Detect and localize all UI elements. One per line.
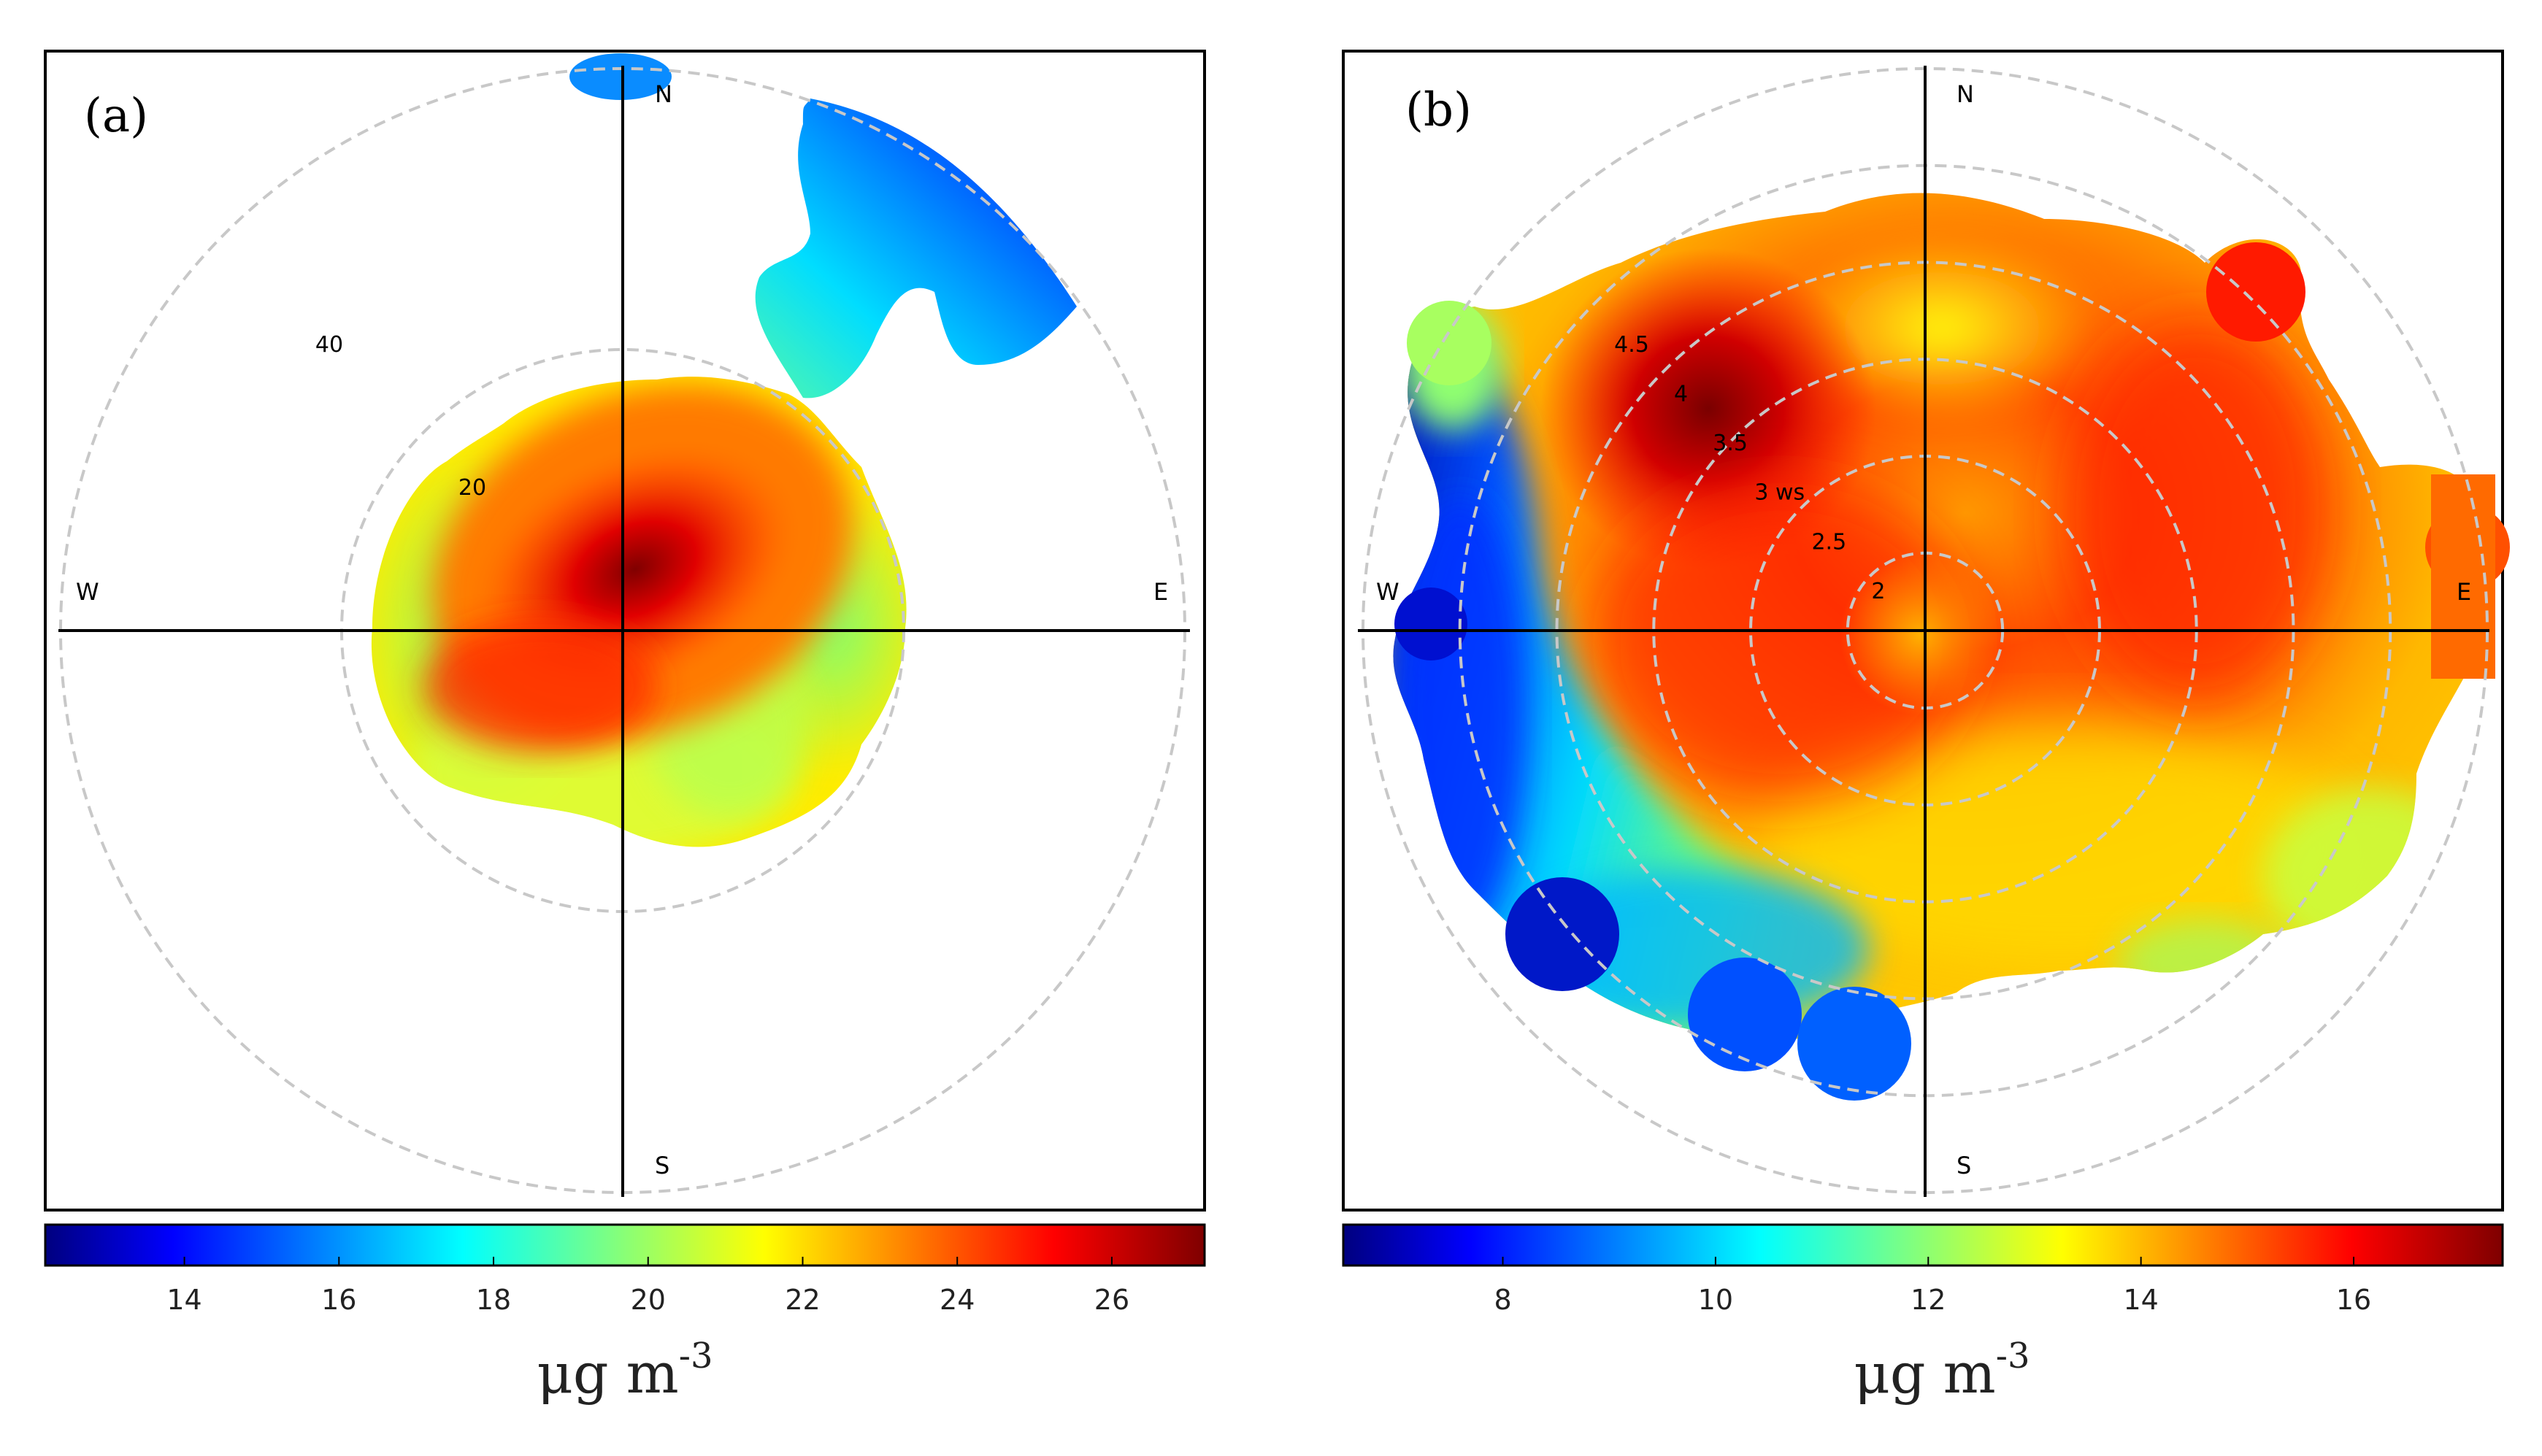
panel-a-colorbar-tick-label-4: 22 <box>785 1284 820 1316</box>
panel-b-dir-w: W <box>1376 578 1399 606</box>
panel-b-colorbar-tick-label-0: 8 <box>1494 1284 1511 1316</box>
panel-a-colorbar-tick-label-2: 18 <box>476 1284 511 1316</box>
panel-b-patch-s2 <box>1797 987 1911 1101</box>
panel-a: 20 40 (a) N S W E 14 16 18 20 22 24 26 μg m-3 <box>44 50 1206 1406</box>
panel-a-label: (a) <box>84 89 148 143</box>
panel-b-ring-label-2: 3 ws <box>1754 480 1805 506</box>
panel-a-dir-w: W <box>76 578 99 606</box>
panel-a-colorbar-tick-label-1: 16 <box>321 1284 356 1316</box>
panel-a-colorbar-tick-label-3: 20 <box>631 1284 666 1316</box>
panel-a-colorbar-tick-label-6: 26 <box>1094 1284 1129 1316</box>
panel-a-unit: μg m-3 <box>537 1336 713 1406</box>
panel-b-colorbar: 8 10 12 14 16 μg m-3 <box>1342 1223 2504 1406</box>
panel-b-patch-s1 <box>1688 958 1802 1071</box>
panel-b-patch-sw <box>1505 877 1619 991</box>
panel-a-colorbar-tick-label-0: 14 <box>166 1284 201 1316</box>
panel-b-patch-w <box>1394 588 1467 660</box>
panel-b-dir-e: E <box>2457 578 2471 606</box>
panel-a-colorbar: 14 16 18 20 22 24 26 μg m-3 <box>44 1223 1206 1406</box>
panel-b-unit: μg m-3 <box>1854 1336 2030 1406</box>
panel-a-colorbar-tick-label-5: 24 <box>940 1284 975 1316</box>
panel-b-dir-n: N <box>1957 80 1974 108</box>
panel-b-ring-label-0: 2 <box>1871 579 1885 604</box>
panel-b-ring-label-4: 4 <box>1674 382 1688 407</box>
panel-b-ring-label-5: 4.5 <box>1614 332 1649 358</box>
panel-a-ring-label-0: 20 <box>458 475 486 501</box>
panel-b-dir-s: S <box>1957 1152 1971 1179</box>
panel-b-frame <box>1342 50 2504 1212</box>
panel-b-ring-label-1: 2.5 <box>1811 529 1846 555</box>
panel-b-colorbar-bar <box>1342 1223 2504 1267</box>
panel-a-ring-label-1: 40 <box>315 332 343 358</box>
panel-a-heatmap <box>371 53 1077 847</box>
panel-a-dir-s: S <box>655 1152 669 1179</box>
panel-b-colorbar-tick-label-3: 14 <box>2123 1284 2158 1316</box>
panel-b-colorbar-tick-label-4: 16 <box>2336 1284 2371 1316</box>
panel-b: 2 2.53 ws3.5 4 4.5 (b) N S W E 8 10 12 14 16 μg… <box>1342 50 2510 1406</box>
panel-a-colorbar-bar <box>44 1223 1206 1267</box>
panel-b-ring-label-3: 3.5 <box>1713 431 1748 456</box>
panel-a-dir-n: N <box>655 80 672 108</box>
panel-b-label: (b) <box>1405 83 1472 137</box>
panel-b-colorbar-tick-label-2: 12 <box>1911 1284 1946 1316</box>
panel-b-colorbar-tick-label-1: 10 <box>1698 1284 1733 1316</box>
panel-b-patch-ne <box>2206 242 2305 342</box>
panel-b-patch-nw <box>1407 301 1491 385</box>
panel-a-frame <box>44 50 1206 1212</box>
panel-a-dir-e: E <box>1153 578 1168 606</box>
panel-b-heatmap <box>1393 193 2510 1101</box>
